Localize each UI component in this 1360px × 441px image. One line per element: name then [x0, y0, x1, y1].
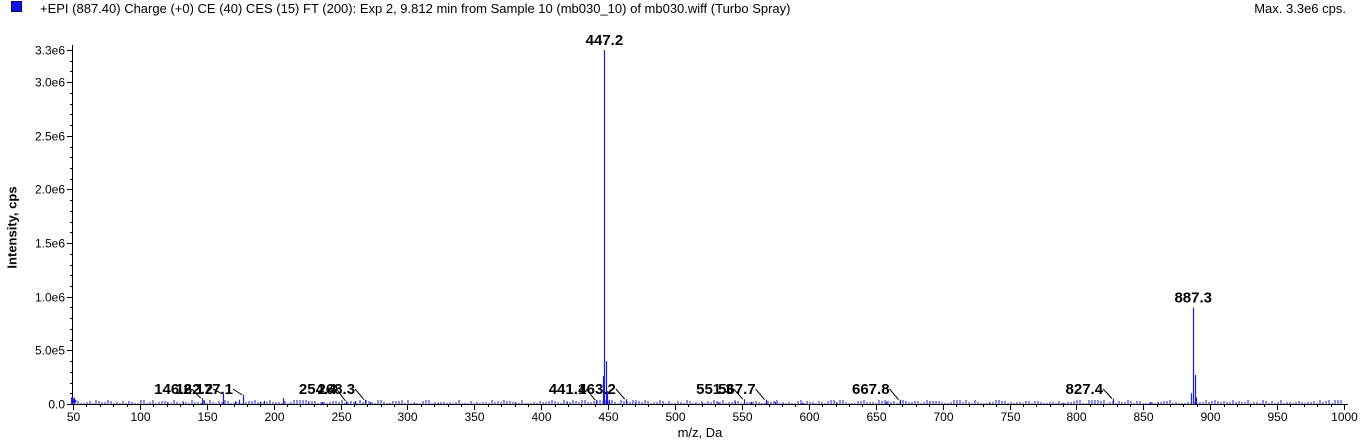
spectrum-peaks — [73, 50, 1198, 404]
peak-leader-line — [615, 388, 626, 400]
x-tick-label: 800 — [1066, 410, 1086, 424]
x-tick-label: 150 — [197, 410, 217, 424]
peak-leader-line — [585, 388, 596, 401]
y-tick-label: 5.0e5 — [35, 344, 65, 358]
y-tick-label: 3.3e6 — [35, 44, 65, 58]
x-tick-label: 300 — [397, 410, 417, 424]
peak-label: 254.4 — [299, 381, 337, 398]
peak-label: 447.2 — [586, 32, 624, 49]
y-tick-label: 2.0e6 — [35, 183, 65, 197]
y-tick-label: 3.0e6 — [35, 76, 65, 90]
x-tick-label: 650 — [866, 410, 886, 424]
x-axis-label: m/z, Da — [677, 425, 723, 440]
x-tick-label: 400 — [531, 410, 551, 424]
peak-label: 146.2 — [154, 381, 192, 398]
y-axis-label: Intensity, cps — [4, 186, 20, 269]
x-tick-label: 500 — [665, 410, 685, 424]
x-tick-label: 950 — [1267, 410, 1287, 424]
y-tick-label: 1.5e6 — [35, 237, 65, 251]
y-tick-label: 0.0 — [48, 398, 65, 412]
x-tick-label: 850 — [1133, 410, 1153, 424]
peak-label: 667.8 — [852, 381, 890, 398]
peak-leader-line — [354, 388, 365, 401]
x-tick-label: 200 — [264, 410, 284, 424]
x-tick-label: 50 — [67, 410, 81, 424]
peak-label: 567.7 — [718, 381, 756, 398]
peak-leader-line — [733, 388, 744, 400]
chart-header: +EPI (887.40) Charge (+0) CE (40) CES (1… — [0, 0, 1360, 20]
max-intensity-label: Max. 3.3e6 cps. — [1254, 1, 1346, 16]
x-tick-label: 450 — [598, 410, 618, 424]
x-tick-label: 700 — [933, 410, 953, 424]
axis-scroll-handle-icon[interactable] — [71, 397, 77, 405]
chart-axes: 50 100 150 200 250 300 350 400 450 500 550 600 650 70… — [35, 44, 1358, 425]
peak-leader-line — [889, 388, 899, 401]
x-tick-label: 750 — [1000, 410, 1020, 424]
peak-label: 268.3 — [318, 381, 356, 398]
series-legend-swatch[interactable] — [11, 1, 22, 12]
peak-label: 177.1 — [195, 381, 233, 398]
peak-leader-line — [336, 388, 346, 402]
x-tick-label: 550 — [732, 410, 752, 424]
x-tick-label: 600 — [799, 410, 819, 424]
peak-label: 162.2 — [176, 381, 214, 398]
x-tick-label: 900 — [1200, 410, 1220, 424]
peak-leader-line — [755, 388, 766, 401]
x-tick-label: 100 — [130, 410, 150, 424]
peak-label: 463.2 — [578, 381, 616, 398]
peak-leader-lines — [191, 388, 1113, 402]
y-tick-label: 1.0e6 — [35, 291, 65, 305]
y-tick-label: 2.5e6 — [35, 130, 65, 144]
peak-label: 441.1 — [549, 381, 587, 398]
peak-leader-line — [1102, 388, 1113, 399]
baseline-noise — [74, 400, 1342, 404]
x-tick-label: 350 — [464, 410, 484, 424]
peak-label: 827.4 — [1066, 381, 1104, 398]
peak-leader-line — [232, 388, 243, 396]
peak-label: 887.3 — [1174, 289, 1212, 306]
peak-leader-line — [212, 388, 223, 395]
peak-leader-line — [191, 388, 202, 399]
peak-label: 551.3 — [696, 381, 734, 398]
chart-title: +EPI (887.40) Charge (+0) CE (40) CES (1… — [40, 1, 791, 16]
x-tick-label: 1000 — [1331, 410, 1358, 424]
x-tick-label: 250 — [331, 410, 351, 424]
